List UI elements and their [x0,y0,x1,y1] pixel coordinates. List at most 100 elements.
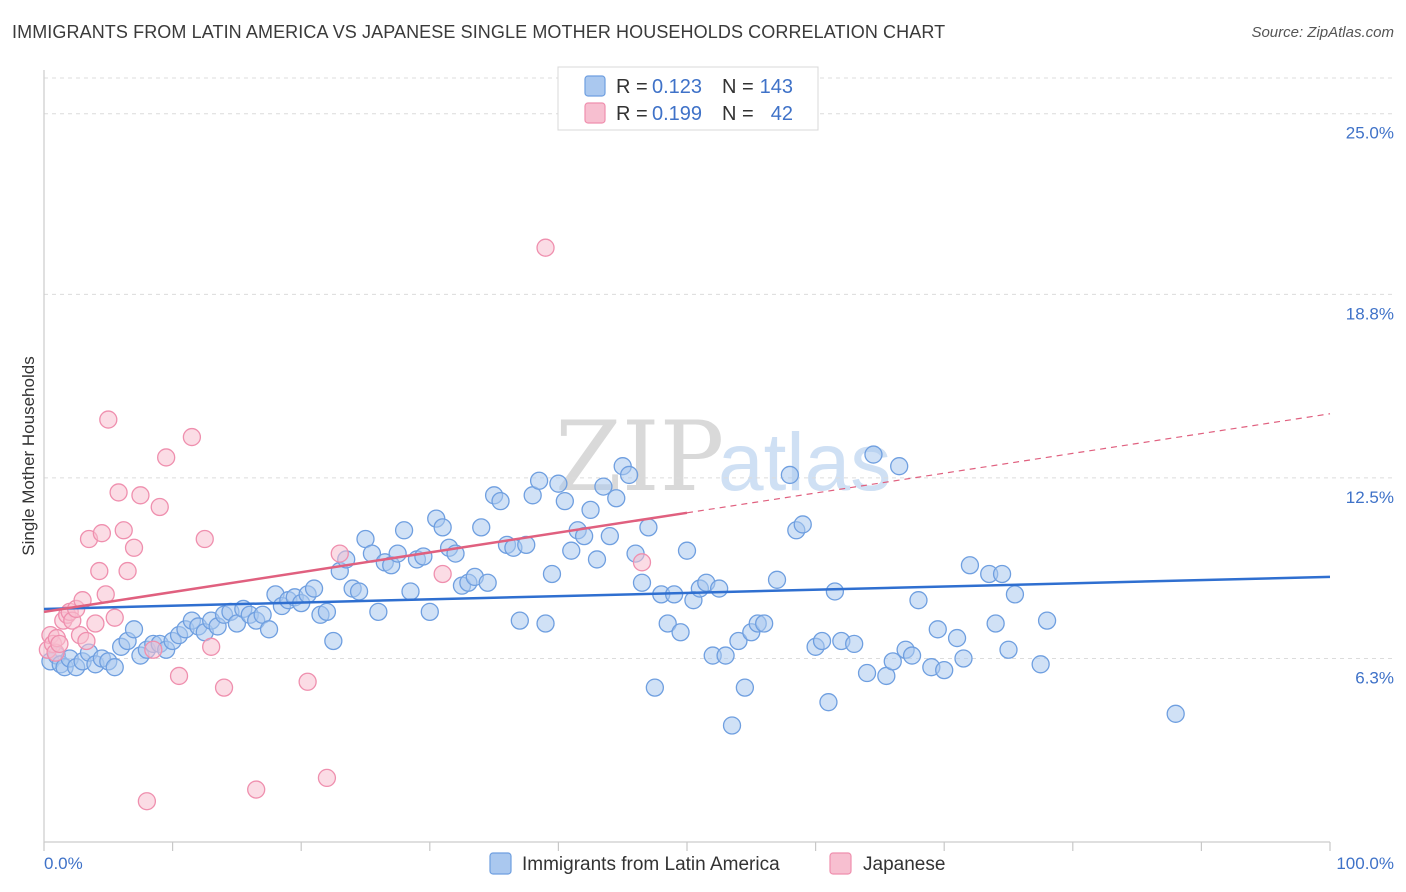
point-latin-america [594,477,613,496]
y-tick-label: 12.5% [1346,488,1394,507]
point-latin-america [587,550,607,569]
point-latin-america [394,521,414,540]
point-japanese [131,486,150,505]
y-axis-title: Single Mother Households [19,356,38,555]
point-latin-america [105,658,124,677]
point-latin-america [986,614,1005,633]
point-latin-america [960,556,980,575]
data-points [38,238,1185,811]
point-japanese [90,561,109,581]
point-latin-america [472,518,491,537]
point-japanese [124,538,144,557]
point-latin-america [947,628,967,648]
trend-line-latin-america [43,575,1331,611]
bottom-legend-label-blue: Immigrants from Latin America [522,854,780,875]
watermark-zip: ZIP [555,401,724,513]
point-latin-america [812,631,832,651]
point-japanese [50,634,69,654]
legend-n-value-blue: 143 [760,76,793,98]
legend-r-value-pink: 0.199 [652,103,702,125]
point-japanese [195,529,214,549]
point-japanese [298,672,317,691]
x-ticks [43,842,1331,851]
point-latin-america [124,620,144,639]
point-japanese [137,792,157,811]
point-latin-america [755,614,774,633]
point-latin-america [928,620,947,639]
point-latin-america [909,591,928,610]
legend-r-value-blue: 0.123 [652,76,702,98]
watermark: ZIP atlas [555,401,891,513]
point-japanese [114,521,133,540]
point-latin-america [671,623,690,642]
point-latin-america [619,465,639,485]
point-japanese [157,448,176,467]
point-latin-america [857,663,877,683]
point-latin-america [954,649,973,668]
point-latin-america [259,620,279,639]
y-tick-label: 25.0% [1346,124,1394,143]
legend-r-label-blue: R = [616,76,648,98]
chart-source: Source: ZipAtlas.com [1251,24,1394,41]
point-latin-america [1166,704,1185,723]
trend-line-japanese [43,511,688,614]
point-latin-america [510,611,529,630]
point-latin-america [1031,655,1050,674]
point-latin-america [825,582,845,601]
point-japanese [109,483,128,502]
legend-n-value-pink: 42 [771,103,793,125]
point-japanese [536,238,555,257]
point-japanese [92,524,112,543]
point-latin-america [902,646,922,665]
point-latin-america [735,678,755,697]
grid-lines [44,77,1394,659]
x-tick-label-max: 100.0% [1336,854,1394,873]
point-japanese [202,637,221,656]
point-latin-america [639,518,658,537]
point-latin-america [549,474,568,493]
point-latin-america [890,457,909,476]
point-latin-america [645,678,664,697]
point-latin-america [420,602,439,622]
y-tick-label: 18.8% [1346,304,1394,323]
trend-line-japanese-extension [686,413,1331,514]
chart-title: IMMIGRANTS FROM LATIN AMERICA VS JAPANES… [12,22,946,42]
point-latin-america [935,660,954,680]
point-latin-america [722,716,742,735]
y-tick-label: 6.3% [1355,668,1394,687]
y-tick-labels: 6.3% 12.5% 18.8% 25.0% [1346,124,1394,688]
point-latin-america [883,652,902,671]
point-japanese [214,678,234,697]
point-latin-america [729,631,748,651]
point-latin-america [414,547,433,566]
point-latin-america [793,515,812,534]
point-japanese [247,780,266,799]
point-latin-america [324,631,343,651]
point-latin-america [864,445,883,464]
point-latin-america [767,570,787,589]
point-latin-america [542,564,562,584]
point-latin-america [317,602,337,622]
point-japanese [317,768,337,788]
point-latin-america [529,471,549,490]
point-japanese [99,410,118,429]
bottom-legend-label-pink: Japanese [863,854,945,875]
point-latin-america [710,579,729,598]
legend-bottom: Immigrants from Latin America Japanese [489,852,945,875]
point-latin-america [1005,585,1025,604]
point-latin-america [401,582,420,601]
point-latin-america [433,518,452,537]
point-latin-america [491,492,510,511]
point-japanese [632,553,652,572]
point-latin-america [716,646,735,665]
point-japanese [182,427,202,447]
point-latin-america [349,582,369,601]
point-latin-america [478,573,497,592]
trend-lines [43,413,1331,614]
point-japanese [105,608,124,627]
point-latin-america [992,564,1012,584]
point-latin-america [536,614,555,633]
point-latin-america [677,541,697,560]
watermark-atlas: atlas [718,417,891,508]
